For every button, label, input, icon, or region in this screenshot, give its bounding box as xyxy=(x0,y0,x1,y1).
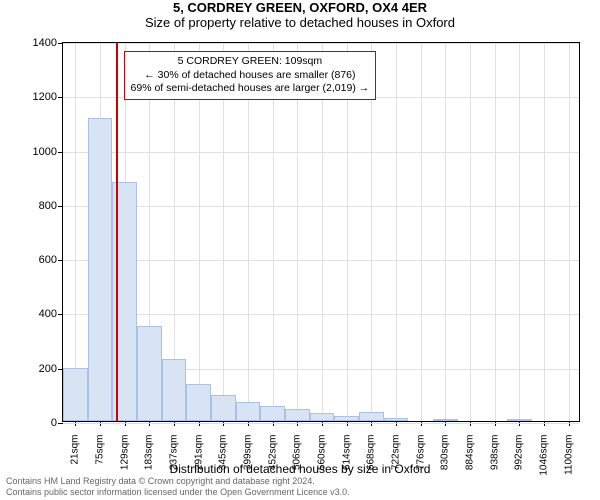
grid-vertical xyxy=(495,43,496,421)
histogram-bar xyxy=(260,406,285,421)
annotation-line-1: 5 CORDREY GREEN: 109sqm xyxy=(131,55,370,69)
histogram-bar xyxy=(137,326,162,421)
x-tick-label: 75sqm xyxy=(95,435,106,465)
histogram-chart: 21sqm75sqm129sqm183sqm237sqm291sqm345sqm… xyxy=(62,42,580,422)
histogram-bar xyxy=(310,413,335,421)
histogram-bar xyxy=(359,412,384,422)
grid-vertical xyxy=(421,43,422,421)
grid-vertical xyxy=(519,43,520,421)
histogram-bar xyxy=(334,416,359,421)
grid-vertical xyxy=(470,43,471,421)
x-tick-label: 21sqm xyxy=(70,435,81,465)
y-tick-label: 600 xyxy=(39,254,63,266)
plot-area: 21sqm75sqm129sqm183sqm237sqm291sqm345sqm… xyxy=(62,42,580,422)
histogram-bar xyxy=(186,384,211,421)
credit-text: Contains HM Land Registry data © Crown c… xyxy=(6,476,350,498)
histogram-bar xyxy=(433,419,458,421)
grid-vertical xyxy=(544,43,545,421)
histogram-bar xyxy=(162,359,187,421)
property-marker-line xyxy=(116,43,118,421)
grid-horizontal xyxy=(63,206,579,207)
credit-line-1: Contains HM Land Registry data © Crown c… xyxy=(6,476,350,487)
grid-vertical xyxy=(445,43,446,421)
page-title: 5, CORDREY GREEN, OXFORD, OX4 4ER xyxy=(0,0,600,15)
histogram-bar xyxy=(211,395,236,421)
histogram-bar xyxy=(63,368,88,421)
grid-horizontal xyxy=(63,314,579,315)
grid-vertical xyxy=(75,43,76,421)
histogram-bar xyxy=(236,402,261,421)
grid-horizontal xyxy=(63,423,579,424)
y-tick-label: 800 xyxy=(39,200,63,212)
grid-vertical xyxy=(396,43,397,421)
y-tick-label: 1200 xyxy=(33,91,63,103)
histogram-bar xyxy=(285,409,310,421)
histogram-bar xyxy=(384,418,409,421)
grid-horizontal xyxy=(63,260,579,261)
y-tick-label: 200 xyxy=(39,363,63,375)
histogram-bar xyxy=(507,419,532,421)
grid-horizontal xyxy=(63,152,579,153)
grid-horizontal xyxy=(63,43,579,44)
y-tick-label: 0 xyxy=(51,417,63,429)
grid-vertical xyxy=(569,43,570,421)
y-tick-label: 400 xyxy=(39,308,63,320)
annotation-line-3: 69% of semi-detached houses are larger (… xyxy=(131,82,370,96)
page-subtitle: Size of property relative to detached ho… xyxy=(0,15,600,30)
annotation-box: 5 CORDREY GREEN: 109sqm← 30% of detached… xyxy=(124,51,377,100)
histogram-bar xyxy=(88,118,113,421)
annotation-line-2: ← 30% of detached houses are smaller (87… xyxy=(131,69,370,83)
credit-line-2: Contains public sector information licen… xyxy=(6,487,350,498)
y-tick-label: 1400 xyxy=(33,37,63,49)
x-axis-label: Distribution of detached houses by size … xyxy=(0,462,600,476)
y-tick-label: 1000 xyxy=(33,146,63,158)
